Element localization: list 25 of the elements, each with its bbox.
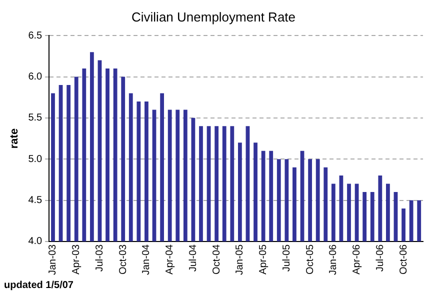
x-tick-label: Jan-06	[328, 244, 340, 275]
x-tick-label: Jul-03	[94, 244, 106, 272]
x-tick-label: Oct-04	[211, 244, 222, 274]
x-tick-label: Jan-05	[234, 244, 246, 275]
x-tick-label: Apr-05	[258, 244, 270, 274]
x-tick-label: Oct-06	[398, 244, 410, 274]
x-tick-label: Apr-03	[71, 244, 82, 274]
x-tick-label: Jul-05	[281, 244, 292, 272]
x-tick-label: Oct-03	[118, 244, 129, 274]
text: updated 1/5/07	[4, 280, 74, 291]
x-tick-label: Jul-04	[188, 244, 199, 272]
y-tick-label: 6.0	[28, 72, 43, 83]
x-tick-label: Jan-03	[48, 244, 59, 275]
x-tick-label: Oct-05	[304, 244, 316, 274]
y-tick-label: 6.5	[28, 30, 43, 42]
x-tick-label: Apr-06	[352, 244, 363, 274]
x-tick-label: Apr-04	[164, 244, 176, 274]
y-tick-label: 5.0	[28, 154, 43, 165]
y-tick-label: 5.5	[28, 112, 43, 124]
y-tick-label: 4.0	[28, 236, 43, 248]
x-tick-label: Jan-04	[141, 244, 152, 275]
y-tick-label: 4.5	[28, 195, 43, 206]
y-axis-title: rate	[8, 128, 21, 149]
chart-title: Civilian Unemployment Rate	[131, 9, 296, 24]
x-tick-label: Jul-06	[374, 244, 386, 272]
